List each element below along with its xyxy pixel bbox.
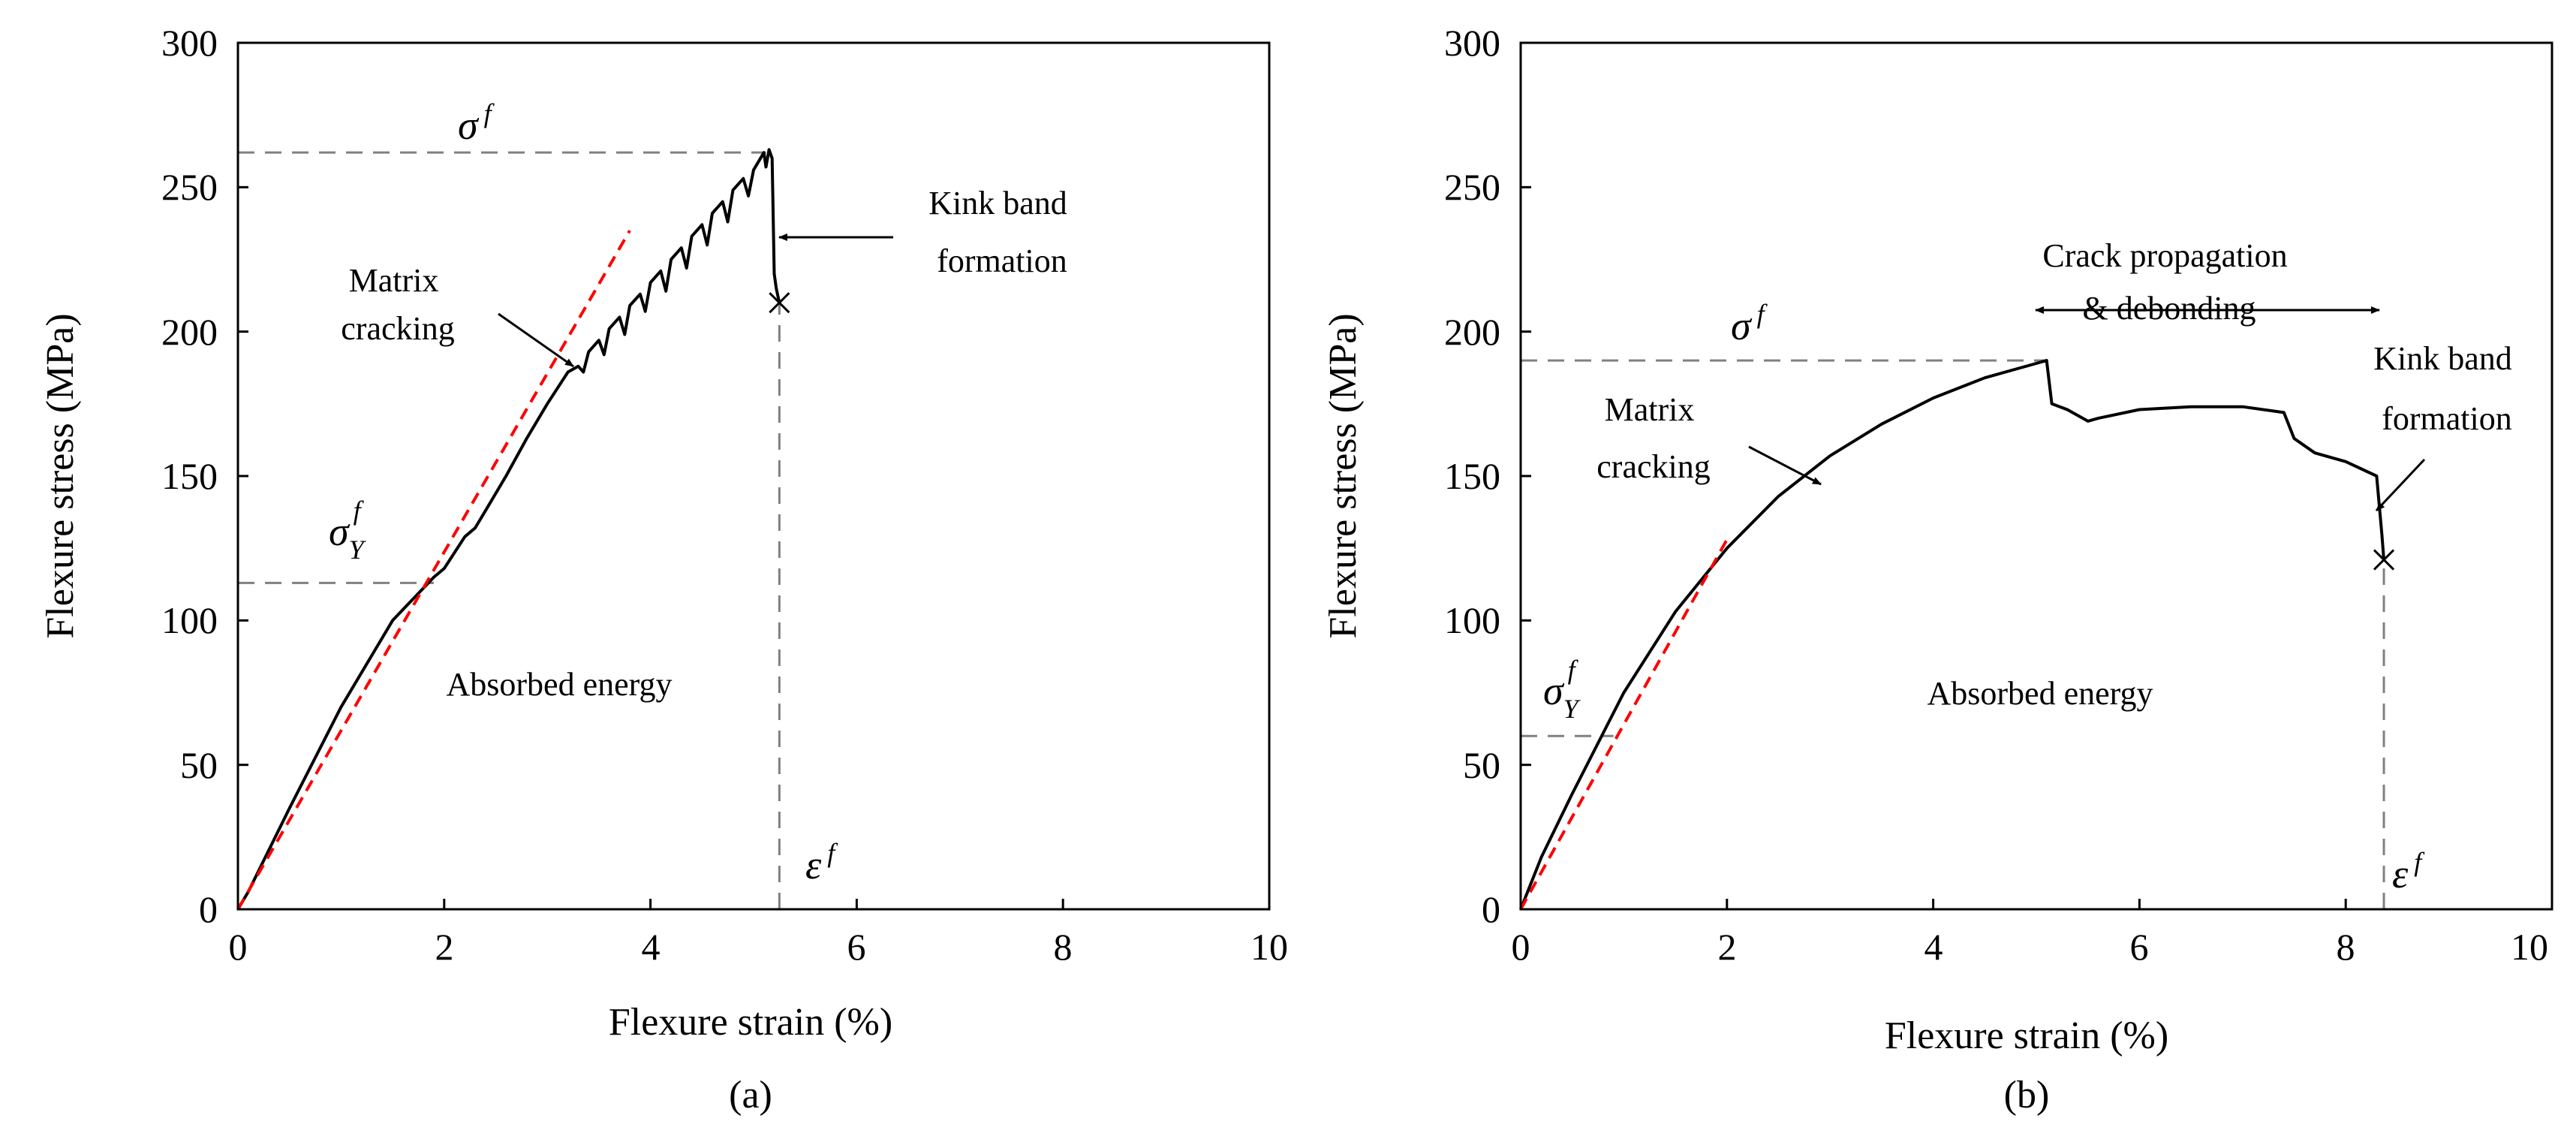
panel-b-label: (b) — [2004, 1074, 2050, 1116]
panel-b-sigma-f-symbol: σ — [1731, 303, 1753, 348]
panel-a-xtick-label: 4 — [642, 926, 661, 968]
panel-a-matrix-cracking-line2: cracking — [341, 310, 454, 347]
panel-b-sigma-y-subscript: Y — [1563, 694, 1581, 724]
panel-b-y-axis-title: Flexure stress (MPa) — [1322, 313, 1365, 638]
panel-a-kink-band-line2: formation — [937, 243, 1067, 279]
panel-a-sigma-f-superscript: f — [484, 98, 495, 128]
panel-b-kink-band-arrow — [2375, 458, 2426, 512]
panel-b-xtick-label: 6 — [2130, 926, 2149, 968]
panel-b-ytick-label: 200 — [1444, 311, 1500, 353]
panel-a-ytick-label: 200 — [161, 311, 218, 353]
panel-a-y-axis-title: Flexure stress (MPa) — [39, 313, 82, 638]
panel-a-ytick-label: 0 — [199, 888, 218, 930]
panel-b-epsilon-f-superscript: f — [2414, 847, 2425, 877]
panel-b-ytick-label: 150 — [1444, 455, 1500, 497]
panel-a-sigma-y-symbol: σ — [329, 509, 351, 554]
panel-b-matrix-cracking-label: Matrix cracking — [1596, 391, 1710, 485]
panel-b-series-linear-fit — [1519, 538, 1729, 910]
panel-a-epsilon-f-symbol: ε — [805, 842, 822, 887]
panel-a-matrix-cracking-line1: Matrix — [349, 262, 439, 299]
panel-b-plot-frame — [1519, 41, 2553, 911]
panel-b-xtick-label: 4 — [1924, 926, 1943, 968]
panel-b-ytick-label: 50 — [1463, 744, 1500, 786]
panel-b-failure-marker — [2373, 549, 2395, 571]
panel-a-series — [236, 148, 790, 911]
panel-b-series — [1519, 359, 2395, 910]
panel-b-reference-lines — [1521, 359, 2385, 909]
panel-a-sigma-f-symbol: σ — [458, 103, 480, 148]
panel-a-absorbed-energy-label: Absorbed energy — [447, 666, 673, 703]
panel-a-plot-frame — [236, 41, 1271, 911]
panel-b-ytick-label: 0 — [1482, 888, 1500, 930]
panel-a-series-stress-strain — [236, 148, 781, 911]
panel-a-ytick-label: 250 — [161, 166, 218, 208]
panel-b-x-axis-title: Flexure strain (%) — [1885, 1014, 2168, 1057]
panel-b-kink-band-line1: Kink band — [2373, 340, 2512, 377]
panel-b-sigma-y-superscript: f — [1568, 655, 1579, 685]
panel-b-xtick-label: 2 — [1718, 926, 1737, 968]
panel-a: 0 50 100 150 200 250 300 0 2 4 6 8 10 Fl… — [39, 22, 1288, 1116]
panel-a-epsilon-f-superscript: f — [827, 838, 838, 868]
panel-b-epsilon-f-symbol: ε — [2392, 851, 2409, 896]
panel-a-label: (a) — [729, 1074, 772, 1116]
panel-a-ytick-label: 150 — [161, 455, 218, 497]
panel-b-crack-propagation-line2: & debonding — [2083, 290, 2256, 327]
panel-a-matrix-cracking-label: Matrix cracking — [341, 262, 454, 347]
panel-a-failure-marker — [769, 292, 790, 314]
panel-a-xtick-label: 6 — [847, 926, 866, 968]
panel-b-sigma-y-symbol: σ — [1543, 668, 1565, 713]
panel-b-crack-propagation-line1: Crack propagation — [2042, 237, 2287, 274]
panel-b-matrix-cracking-line2: cracking — [1596, 448, 1710, 485]
panel-b-absorbed-energy-label: Absorbed energy — [1927, 675, 2153, 712]
panel-b-kink-band-line2: formation — [2382, 400, 2512, 437]
panel-b-xtick-label: 8 — [2337, 926, 2355, 968]
panel-b-crack-propagation-label: Crack propagation & debonding — [2042, 237, 2295, 327]
panel-b-ytick-label: 100 — [1444, 599, 1500, 641]
panel-a-ytick-label: 300 — [161, 22, 218, 64]
panel-b-ytick-label: 300 — [1444, 22, 1500, 64]
panel-a-xtick-label: 2 — [435, 926, 454, 968]
panel-b-sigma-f-superscript: f — [1757, 299, 1768, 329]
panel-a-sigma-y-superscript: f — [354, 496, 365, 526]
panel-b-xtick-label: 0 — [1512, 926, 1530, 968]
panel-a-ytick-label: 100 — [161, 599, 218, 641]
panel-a-xtick-label: 8 — [1054, 926, 1073, 968]
panel-b-ytick-label: 250 — [1444, 166, 1500, 208]
panel-a-sigma-y-subscript: Y — [349, 535, 367, 565]
panel-b-series-stress-strain — [1519, 359, 2385, 910]
panel-a-x-axis-title: Flexure strain (%) — [609, 1001, 892, 1044]
panel-b-matrix-cracking-line1: Matrix — [1605, 391, 1695, 428]
panel-a-xtick-label: 10 — [1250, 926, 1288, 968]
panel-a-xtick-label: 0 — [229, 926, 248, 968]
panel-b-xtick-label: 10 — [2511, 926, 2548, 968]
panel-a-reference-lines — [238, 151, 781, 909]
panel-a-kink-band-line1: Kink band — [928, 185, 1067, 221]
panel-a-series-linear-fit — [236, 229, 631, 911]
panel-b-matrix-cracking-arrow — [1748, 445, 1822, 486]
panel-a-matrix-cracking-arrow — [498, 312, 574, 368]
panel-b: 0 50 100 150 200 250 300 0 2 4 6 8 10 Fl… — [1322, 22, 2553, 1116]
panel-b-kink-band-label: Kink band formation — [2373, 340, 2520, 437]
panel-a-kink-band-label: Kink band formation — [928, 185, 1076, 279]
panel-a-ytick-label: 50 — [180, 744, 218, 786]
